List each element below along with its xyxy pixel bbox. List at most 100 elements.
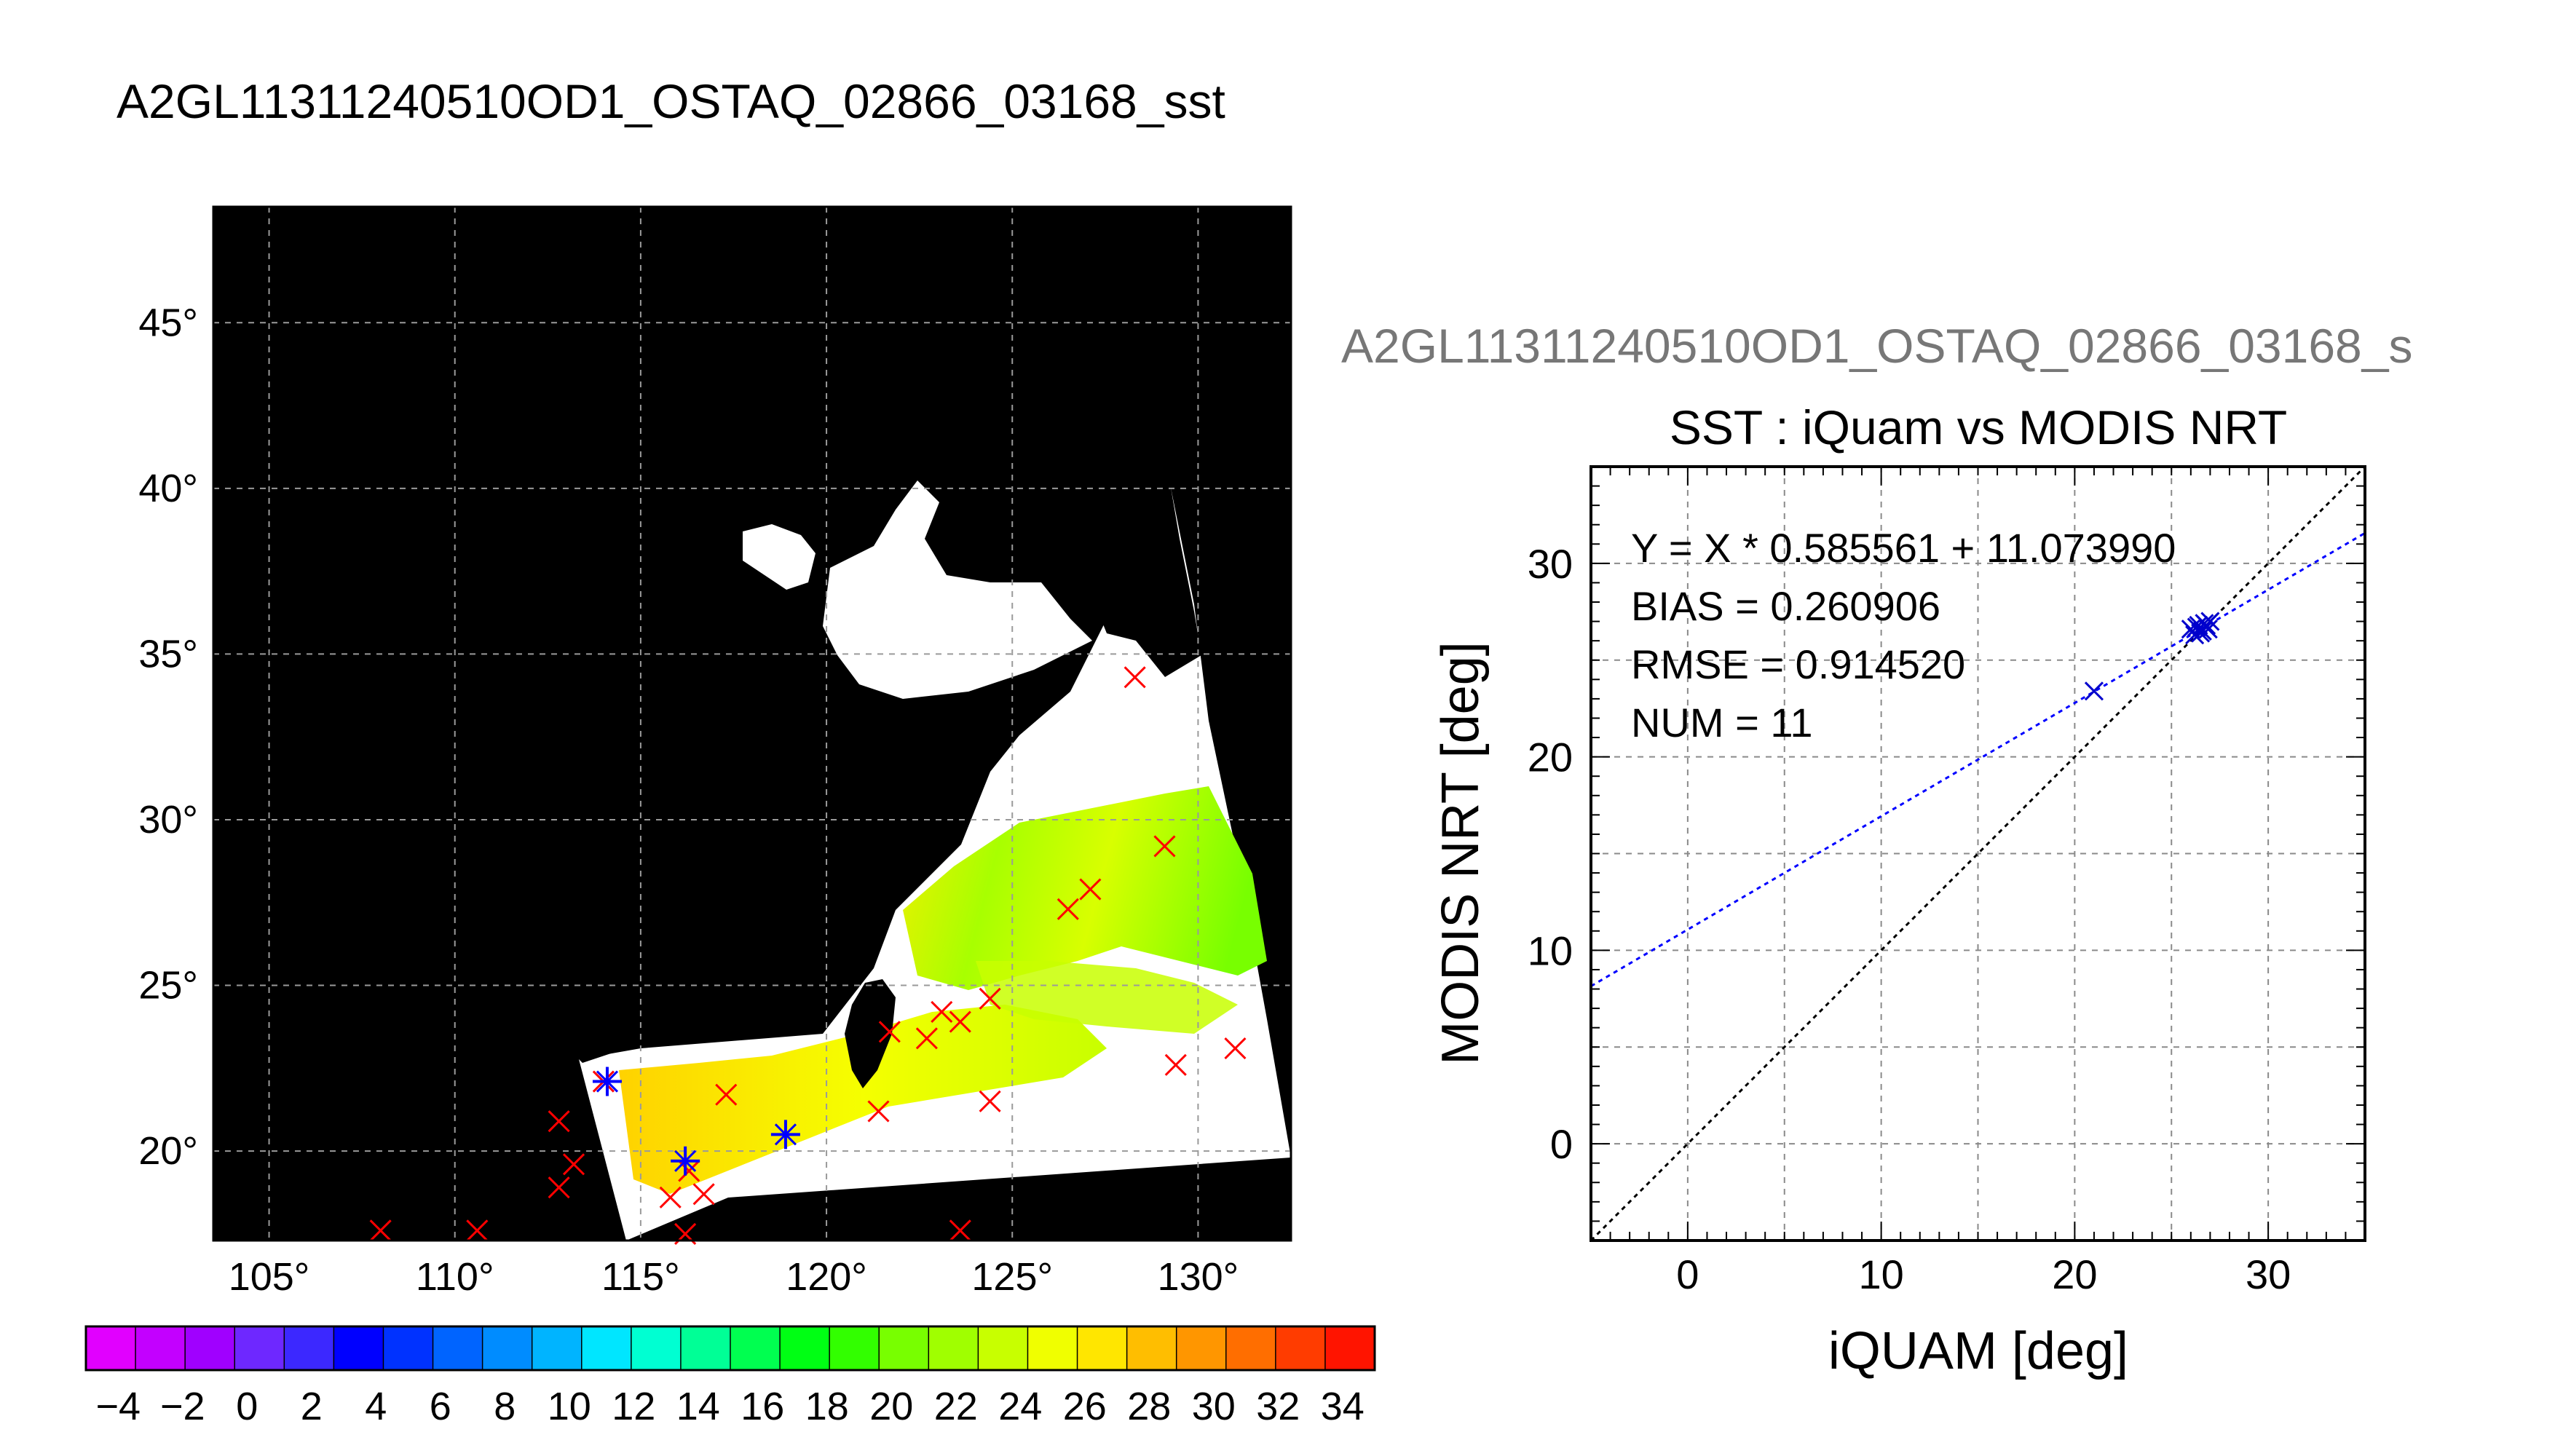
colorbar-tick-label: 6: [430, 1385, 451, 1428]
lat-tick-label: 40°: [138, 467, 198, 510]
y-tick-label: 0: [1550, 1121, 1573, 1167]
colorbar-tick-label: 16: [741, 1385, 784, 1428]
stat-num: NUM = 11: [1631, 700, 1812, 745]
colorbar-cell: [383, 1326, 434, 1370]
colorbar-tick-label: 12: [612, 1385, 655, 1428]
colorbar-cell: [234, 1326, 285, 1370]
scatter-point: [2084, 681, 2104, 701]
colorbar-tick-label: −2: [160, 1385, 205, 1428]
land-taiwan: [845, 979, 896, 1088]
colorbar-tick-label: 28: [1127, 1385, 1171, 1428]
matchup-used-marker: [592, 1067, 622, 1096]
sst-south-china-sea: [619, 1005, 1107, 1194]
lat-tick-label: 30°: [138, 798, 198, 842]
colorbar-cells: [86, 1326, 1375, 1370]
matchup-marker: [548, 1110, 570, 1133]
scatter-suptitle: A2GL11311240510OD1_OSTAQ_02866_03168_s: [1341, 319, 2412, 373]
lat-tick-labels: 45° 40° 35° 30° 25° 20°: [138, 301, 198, 1173]
matchup-marker: [949, 1219, 971, 1242]
map-frame: [212, 205, 1292, 1242]
lon-tick-label: 115°: [601, 1255, 680, 1299]
identity-line: [1591, 467, 2365, 1241]
colorbar-tick-label: 14: [676, 1385, 720, 1428]
matchup-marker: [931, 1000, 953, 1024]
lon-tick-labels: 105° 110° 115° 120° 125° 130°: [229, 1255, 1239, 1299]
colorbar-tick-label: 18: [805, 1385, 849, 1428]
map-graticule: [213, 207, 1291, 1241]
colorbar-cell: [532, 1326, 583, 1370]
colorbar-cell: [581, 1326, 632, 1370]
lat-tick-label: 20°: [138, 1129, 198, 1173]
yellow-sea: [823, 480, 1092, 699]
stat-regression: Y = X * 0.585561 + 11.073990: [1631, 525, 2176, 571]
colorbar-tick-label: 2: [301, 1385, 323, 1428]
colorbar-cell: [1225, 1326, 1276, 1370]
colorbar-cell: [1324, 1326, 1375, 1370]
colorbar-tick-label: 20: [869, 1385, 913, 1428]
colorbar-cell: [333, 1326, 384, 1370]
lat-tick-label: 25°: [138, 964, 198, 1008]
colorbar-cell: [780, 1326, 831, 1370]
colorbar-cell: [433, 1326, 483, 1370]
colorbar-cell: [1077, 1326, 1128, 1370]
x-tick-label: 30: [2246, 1251, 2291, 1297]
sst-philippine-sea: [976, 961, 1238, 1034]
matchup-marker: [1164, 1053, 1187, 1076]
scatter-title: SST : iQuam vs MODIS NRT: [1670, 400, 2287, 454]
matchup-marker: [979, 987, 1001, 1010]
colorbar-cell: [680, 1326, 731, 1370]
colorbar-cell: [135, 1326, 186, 1370]
scatter-point: [2187, 617, 2206, 637]
matchup-marker: [949, 1010, 971, 1033]
colorbar-cell: [185, 1326, 236, 1370]
colorbar: −4 −2 0 2 4 6 8 10 12 14 16 18 20 22 24 26 28 30 32 34: [84, 1325, 1376, 1428]
colorbar-tick-label: 0: [236, 1385, 258, 1428]
figure-title: A2GL11311240510OD1_OSTAQ_02866_03168_sst: [117, 74, 1225, 128]
scatter-point: [2191, 623, 2211, 643]
sst-east-china-sea: [903, 786, 1267, 990]
matchup-marker: [548, 1176, 570, 1199]
sst-map: 105° 110° 115° 120° 125° 130° 45° 40° 35° 30° 25°…: [138, 205, 1292, 1299]
matchup-marker: [369, 1219, 392, 1242]
colorbar-tick-label: 24: [998, 1385, 1042, 1428]
bohai-sea: [743, 524, 816, 590]
matchup-marker: [659, 1186, 682, 1208]
lon-tick-label: 130°: [1158, 1255, 1239, 1299]
stat-rmse: RMSE = 0.914520: [1631, 641, 1965, 687]
colorbar-cell: [730, 1326, 781, 1370]
colorbar-tick-labels: −4 −2 0 2 4 6 8 10 12 14 16 18 20 22 24 26 28 30 32 34: [95, 1385, 1364, 1428]
y-tick-label: 30: [1528, 541, 1573, 587]
swath-white: [579, 488, 1291, 1241]
scatter-grid: [1591, 467, 2365, 1241]
y-tick-label: 20: [1528, 735, 1573, 780]
scatter-chart: A2GL11311240510OD1_OSTAQ_02866_03168_s S…: [1341, 319, 2412, 1380]
land-korea: [1049, 488, 1201, 677]
matchup-marker: [979, 1090, 1001, 1112]
colorbar-cell: [482, 1326, 533, 1370]
matchup-marker: [466, 1219, 489, 1242]
matchup-used-marker: [671, 1146, 700, 1176]
colorbar-tick-label: 26: [1063, 1385, 1107, 1428]
colorbar-tick-label: 8: [494, 1385, 516, 1428]
matchup-marker: [1079, 878, 1102, 901]
colorbar-cell: [928, 1326, 979, 1370]
lon-tick-label: 125°: [971, 1255, 1053, 1299]
colorbar-tick-label: 4: [365, 1385, 387, 1428]
colorbar-tick-label: 10: [548, 1385, 591, 1428]
matchup-marker: [1224, 1037, 1247, 1060]
lon-tick-label: 105°: [229, 1255, 310, 1299]
scatter-points: [2084, 612, 2220, 701]
lon-tick-label: 110°: [416, 1255, 494, 1299]
colorbar-cell: [1176, 1326, 1227, 1370]
colorbar-cell: [1275, 1326, 1326, 1370]
colorbar-cell: [829, 1326, 880, 1370]
colorbar-tick-label: 34: [1321, 1385, 1365, 1428]
lat-tick-label: 35°: [138, 632, 198, 676]
stats-box: Y = X * 0.585561 + 11.073990 BIAS = 0.26…: [1631, 525, 2176, 745]
matchup-marker: [1057, 898, 1079, 920]
fit-line: [1591, 531, 2365, 987]
colorbar-tick-label: 32: [1256, 1385, 1300, 1428]
colorbar-cell: [879, 1326, 930, 1370]
colorbar-frame: [84, 1325, 1376, 1372]
colorbar-cell: [1126, 1326, 1177, 1370]
